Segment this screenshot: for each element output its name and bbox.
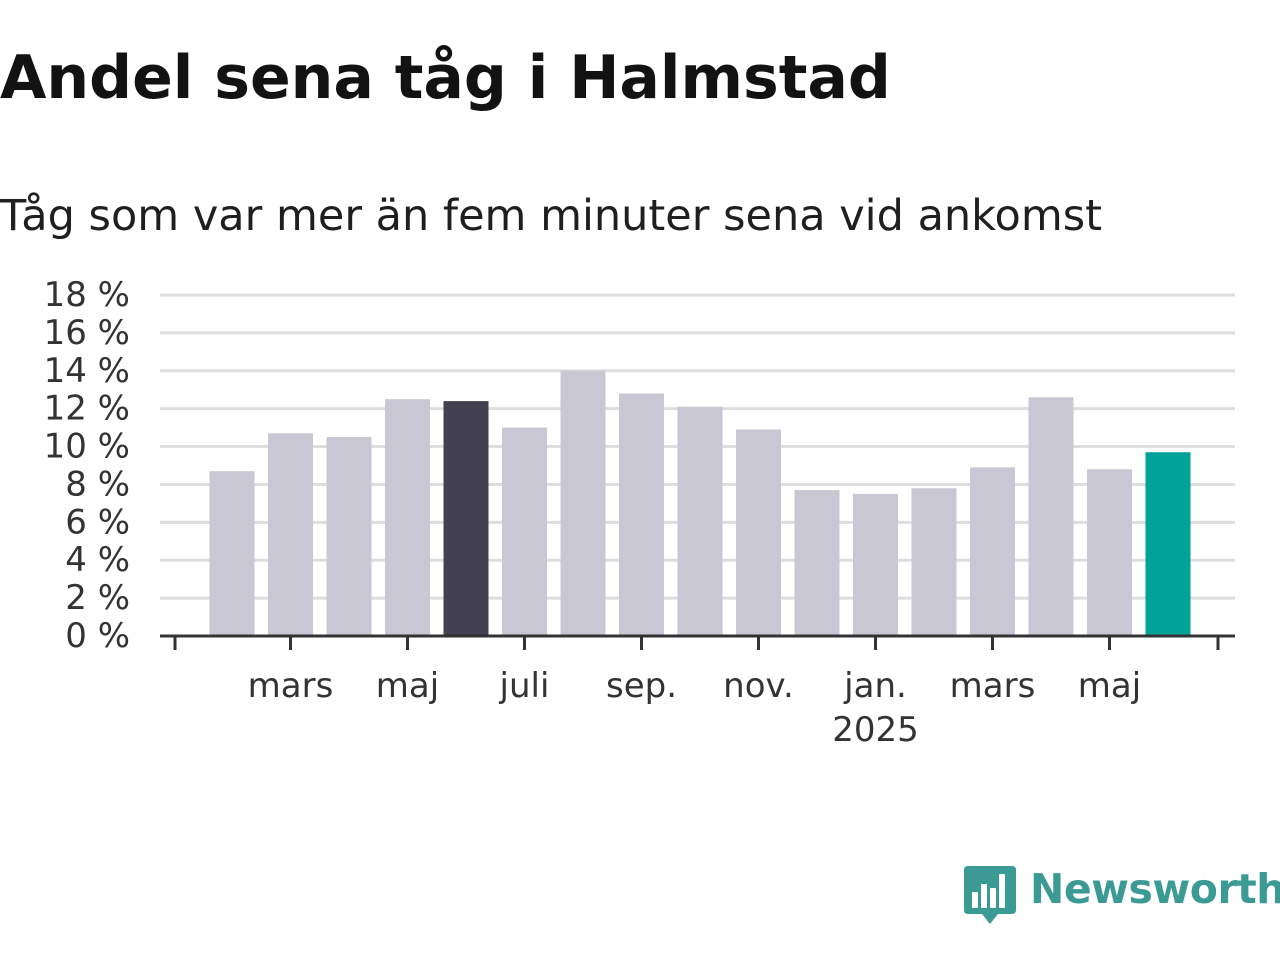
brand-logo: Newsworthy [964, 865, 1280, 928]
bar-2024-02 [209, 471, 255, 636]
y-tick-label: 4 % [65, 540, 130, 580]
bar-2024-07 [502, 427, 547, 636]
x-tick-label: sep. [606, 666, 677, 706]
x-tick-label: mars [248, 666, 334, 706]
bar-2025-04 [1028, 397, 1074, 636]
x-tick-label: maj [1078, 666, 1141, 706]
chart-title: Andel sena tåg i Halmstad [0, 43, 891, 113]
bar-2025-02 [911, 488, 957, 636]
y-tick-label: 12 % [44, 389, 130, 429]
bar-2024-08 [560, 370, 606, 636]
y-tick-label: 6 % [65, 502, 130, 542]
x-tick-year-label: 2025 [832, 710, 919, 750]
x-tick-label: jan. [843, 666, 907, 706]
bar-2024-10 [677, 406, 723, 636]
x-tick-label: juli [499, 666, 550, 706]
y-tick-label: 10 % [44, 427, 130, 467]
x-tick-label: nov. [723, 666, 794, 706]
bar-2024-09 [619, 393, 664, 636]
bar-2024-06 [443, 401, 489, 636]
bar-2024-05 [385, 399, 430, 636]
chart-subtitle: Tåg som var mer än fem minuter sena vid … [0, 191, 1103, 241]
bar-2025-03 [970, 467, 1015, 636]
bar-2024-04 [326, 437, 372, 636]
brand-name: Newsworthy [1030, 865, 1280, 913]
bar-2025-01 [853, 493, 898, 636]
bar-2024-12 [794, 490, 840, 636]
y-tick-label: 16 % [44, 313, 130, 353]
y-tick-label: 2 % [65, 578, 130, 618]
y-tick-label: 18 % [44, 275, 130, 315]
newsworthy-logo-icon [964, 866, 1016, 924]
x-tick-label: mars [950, 666, 1036, 706]
bar-2024-11 [736, 429, 781, 636]
y-tick-label: 8 % [65, 464, 130, 504]
x-tick-label: maj [376, 666, 439, 706]
y-tick-label: 14 % [44, 351, 130, 391]
y-tick-label: 0 % [65, 616, 130, 656]
bar-2024-03 [268, 433, 313, 636]
bar-2025-05 [1087, 469, 1132, 636]
bar-2025-06 [1145, 452, 1191, 636]
